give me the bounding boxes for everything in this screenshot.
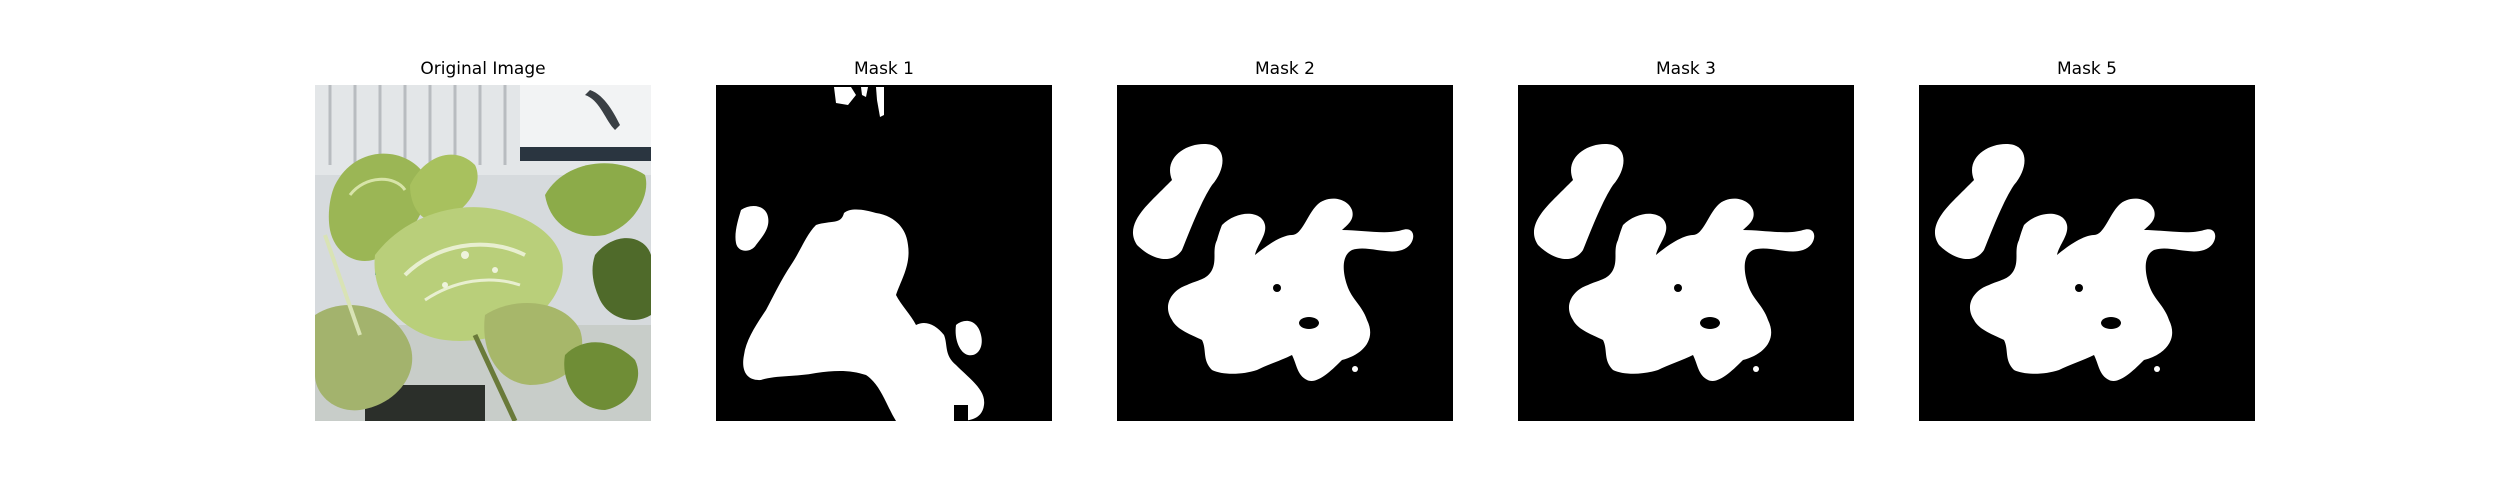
panel-mask-5: Mask 5	[1919, 0, 2255, 500]
panel-title: Mask 3	[1655, 59, 1716, 79]
panel-title: Mask 5	[2056, 59, 2117, 79]
original-photo	[315, 85, 651, 421]
panel-original-image: Original Image	[315, 0, 651, 500]
mask-5-image	[1919, 85, 2255, 421]
mask-2-image	[1117, 85, 1453, 421]
panel-title: Mask 2	[1254, 59, 1315, 79]
panel-title: Mask 1	[853, 59, 914, 79]
mask-1-image	[716, 85, 1052, 421]
panel-title: Original Image	[420, 59, 546, 79]
panel-mask-3: Mask 3	[1518, 0, 1854, 500]
panel-mask-2: Mask 2	[1117, 0, 1453, 500]
panel-mask-1: Mask 1	[716, 0, 1052, 500]
mask-3-image	[1518, 85, 1854, 421]
